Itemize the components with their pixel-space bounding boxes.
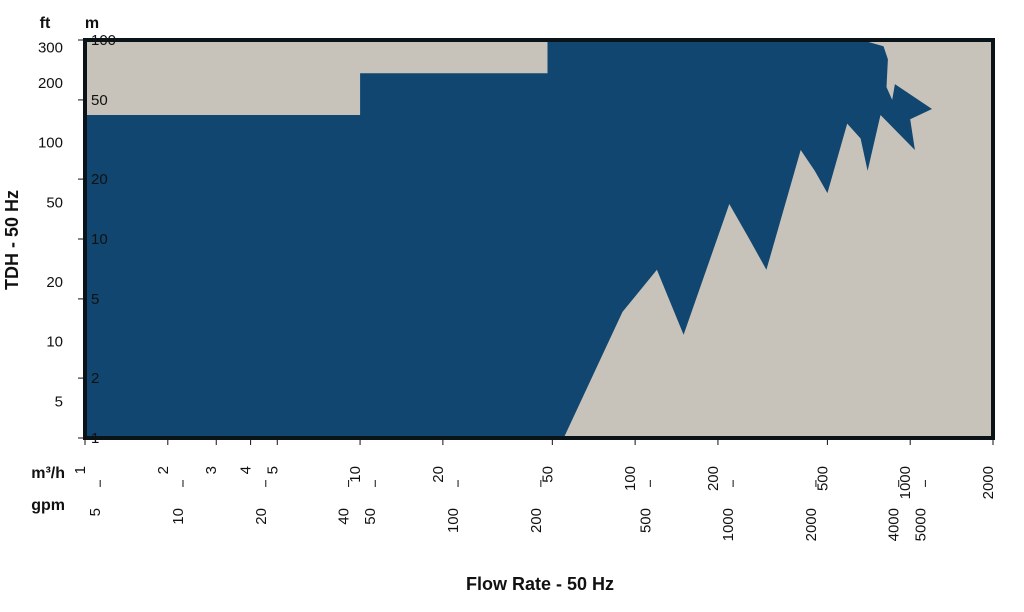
- x-tick-m3h: 200: [705, 466, 722, 491]
- x-ticks-gpm: 5 10 20 40 50 100 200 500 1000 2000 4000 5000: [87, 480, 929, 541]
- y-tick-m: 10: [91, 231, 108, 248]
- x-tick-m3h: 10: [347, 466, 364, 483]
- x-tick-m3h: 20: [430, 466, 447, 483]
- y-ticks-feet: 5 10 20 50 100 200 300: [38, 40, 63, 411]
- y-tick-ft: 300: [38, 40, 63, 57]
- x-unit-gpm-label: gpm: [31, 497, 65, 514]
- y-unit-m-label: m: [85, 15, 99, 32]
- y-tick-m: 2: [91, 370, 99, 387]
- y-tick-ft: 50: [46, 195, 63, 212]
- x-tick-gpm: 5000: [912, 508, 929, 541]
- x-tick-gpm: 40: [336, 508, 353, 525]
- x-tick-gpm: 100: [445, 508, 462, 533]
- x-tick-gpm: 1000: [720, 508, 737, 541]
- x-tick-m3h: 5: [264, 466, 281, 474]
- pump-envelope-chart: TDH - 50 Hz Flow Rate - 50 Hz ft m m³/h …: [0, 0, 1024, 612]
- x-tick-m3h: 500: [814, 466, 831, 491]
- x-tick-gpm: 200: [528, 508, 545, 533]
- y-tick-ft: 100: [38, 135, 63, 152]
- y-tick-m: 20: [91, 171, 108, 188]
- y-tick-m: 1: [91, 430, 99, 447]
- x-tick-gpm: 10: [170, 508, 187, 525]
- y-tick-ft: 20: [46, 274, 63, 291]
- x-tick-m3h: 4: [238, 466, 255, 474]
- x-tick-gpm: 2000: [803, 508, 820, 541]
- x-tick-m3h: 3: [203, 466, 220, 474]
- x-unit-m3h-label: m³/h: [31, 465, 65, 482]
- y-tick-m: 50: [91, 92, 108, 109]
- x-tick-m3h: 1: [72, 466, 89, 474]
- x-tick-m3h: 1000: [897, 466, 914, 499]
- y-tick-ft: 5: [55, 394, 63, 411]
- x-tick-gpm: 4000: [886, 508, 903, 541]
- y-tick-ft: 10: [46, 334, 63, 351]
- x-axis-title: Flow Rate - 50 Hz: [466, 574, 614, 594]
- x-tick-m3h: 2000: [980, 466, 997, 499]
- x-tick-gpm: 500: [637, 508, 654, 533]
- x-tick-m3h: 50: [539, 466, 556, 483]
- x-tick-m3h: 100: [622, 466, 639, 491]
- x-tick-gpm: 20: [253, 508, 270, 525]
- y-axis-title: TDH - 50 Hz: [2, 190, 22, 290]
- y-tick-m: 100: [91, 32, 116, 49]
- y-tick-ft: 200: [38, 75, 63, 92]
- x-ticks-m3h: 1 2 3 4 5 10 20 50 100 200 500 1000 2000: [72, 438, 997, 499]
- y-unit-ft-label: ft: [40, 15, 51, 32]
- x-tick-gpm: 5: [87, 508, 104, 516]
- x-tick-m3h: 2: [155, 466, 172, 474]
- x-tick-gpm: 50: [362, 508, 379, 525]
- y-tick-m: 5: [91, 291, 99, 308]
